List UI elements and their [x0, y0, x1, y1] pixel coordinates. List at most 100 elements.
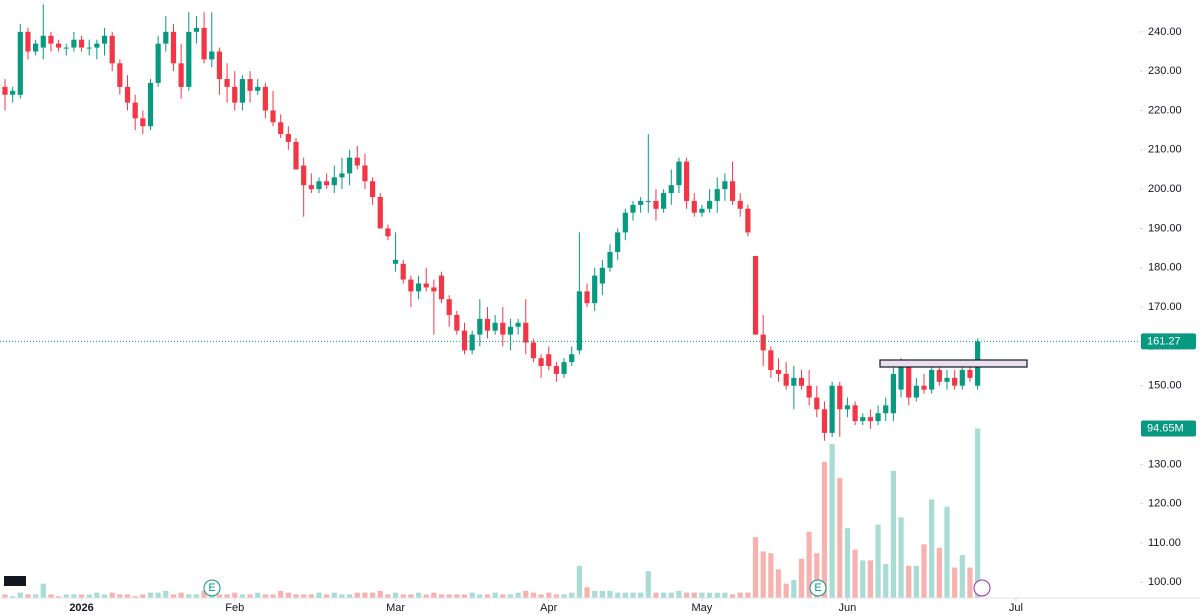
volume-bar: [553, 594, 560, 598]
volume-bar: [461, 594, 468, 598]
volume-bar: [17, 592, 23, 598]
candle-body: [523, 322, 529, 343]
volume-bar: [668, 592, 674, 598]
volume-bar: [86, 594, 92, 598]
volume-bar: [783, 583, 789, 598]
candle-body: [775, 369, 782, 374]
volume-bar: [438, 594, 445, 598]
candle-body: [109, 35, 115, 64]
last-volume-label: 94.65M: [1147, 422, 1184, 434]
candle-body: [392, 259, 399, 264]
volume-bar: [814, 553, 820, 598]
volume-bar: [193, 594, 200, 598]
volume-pane: [2, 428, 981, 598]
volume-bar: [699, 592, 705, 598]
candle-body: [55, 43, 62, 48]
candle-body: [722, 181, 728, 190]
candle-body: [377, 196, 383, 229]
earnings-marker[interactable]: E: [814, 582, 821, 594]
event-marker[interactable]: [973, 579, 991, 597]
candle-body: [768, 350, 774, 370]
volume-bar: [331, 592, 337, 598]
volume-bar: [913, 565, 919, 598]
candle-body: [890, 373, 896, 414]
volume-bar: [821, 461, 828, 598]
volume-bar: [492, 592, 498, 598]
y-tick-label: 110.00: [1148, 537, 1181, 549]
volume-bar: [638, 592, 644, 598]
volume-bar: [875, 524, 881, 598]
last-price-label: 161.27: [1147, 335, 1181, 347]
candle-body: [561, 362, 567, 374]
candle-body: [147, 82, 154, 127]
candle-body: [615, 232, 621, 253]
volume-bar: [714, 592, 720, 598]
volume-bar: [369, 592, 376, 598]
volume-bar: [232, 592, 238, 598]
candle-body: [17, 31, 23, 95]
candle-body: [469, 334, 475, 351]
volume-bar: [860, 560, 866, 598]
volume-bar: [415, 592, 422, 598]
volume-bar: [484, 594, 491, 598]
x-tick-label: Jun: [839, 602, 857, 614]
candle-body: [929, 369, 935, 390]
candle-body: [860, 417, 866, 422]
candle-body: [952, 377, 958, 386]
candle-body: [94, 43, 100, 48]
volume-bar: [530, 592, 537, 598]
volume-bar: [952, 567, 958, 598]
volume-bar: [78, 594, 85, 598]
volume-bar: [33, 594, 39, 598]
candle-body: [798, 377, 805, 386]
y-tick-label: 190.00: [1148, 222, 1182, 234]
candle-body: [806, 385, 812, 398]
candle-body: [431, 287, 437, 292]
volume-bar: [975, 428, 981, 598]
candle-body: [783, 373, 789, 386]
x-tick-label: May: [692, 602, 713, 614]
candle-body: [752, 255, 759, 335]
candle-body: [630, 204, 636, 213]
volume-bar: [852, 549, 858, 598]
candle-body: [163, 31, 169, 44]
candle-body: [255, 86, 261, 91]
candle-body: [193, 27, 200, 32]
volume-bar: [186, 594, 192, 598]
candle-body: [101, 35, 108, 44]
candle-body: [438, 275, 445, 300]
volume-bar: [339, 594, 345, 598]
volume-bar: [615, 592, 621, 598]
candle-body: [446, 299, 452, 315]
range-box-annotation[interactable]: [879, 359, 1028, 368]
candle-body: [400, 263, 406, 280]
candle-body: [347, 157, 353, 174]
candle-body: [492, 322, 498, 331]
volume-bar: [837, 478, 843, 598]
candle-body: [316, 181, 322, 190]
candle-body: [285, 134, 291, 142]
candle-body: [408, 279, 414, 292]
candle-body: [852, 405, 858, 422]
candle-body: [668, 185, 674, 194]
volume-bar: [745, 592, 751, 598]
volume-bar: [293, 594, 299, 598]
candle-body: [178, 63, 184, 87]
volume-bar: [515, 592, 521, 598]
candle-body: [913, 385, 919, 398]
candle-body: [599, 267, 605, 284]
volume-bar: [385, 594, 391, 598]
earnings-marker[interactable]: E: [208, 582, 215, 594]
volume-bar: [538, 594, 544, 598]
candle-body: [592, 275, 598, 304]
volume-bar: [959, 555, 965, 598]
candle-body: [729, 181, 736, 201]
volume-bar: [170, 594, 177, 598]
volume-bar: [829, 444, 835, 598]
candle-body: [814, 397, 820, 410]
candle-body: [584, 291, 590, 304]
volume-bar: [109, 592, 115, 598]
volume-bar: [400, 594, 406, 598]
volume-bar: [477, 594, 483, 598]
